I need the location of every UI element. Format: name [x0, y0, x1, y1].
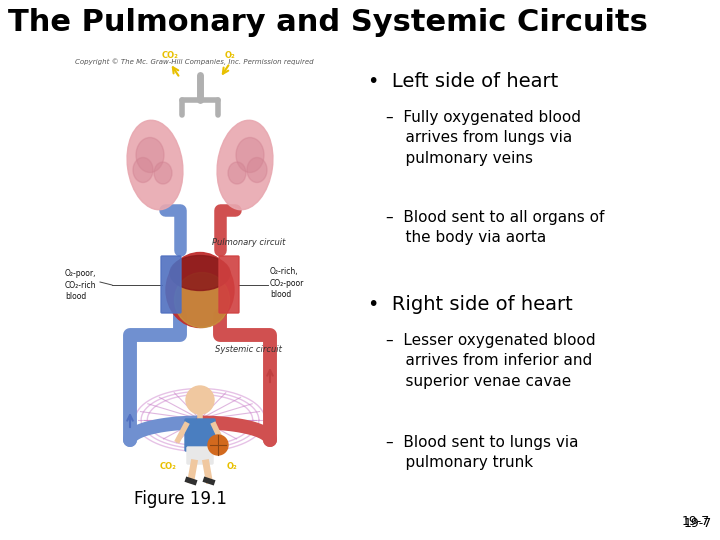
Ellipse shape [217, 120, 273, 210]
Text: 19-7: 19-7 [682, 515, 710, 528]
Text: 19-7: 19-7 [684, 517, 712, 530]
Text: Pulmonary circuit: Pulmonary circuit [212, 238, 285, 247]
Ellipse shape [133, 158, 153, 183]
Ellipse shape [170, 255, 230, 291]
Ellipse shape [127, 120, 183, 210]
Text: –  Lesser oxygenated blood
    arrives from inferior and
    superior venae cava: – Lesser oxygenated blood arrives from i… [386, 333, 595, 389]
Ellipse shape [228, 162, 246, 184]
Text: Copyright © The Mc. Graw-Hill Companies, Inc. Permission required: Copyright © The Mc. Graw-Hill Companies,… [75, 58, 314, 65]
Ellipse shape [174, 273, 230, 327]
FancyBboxPatch shape [187, 447, 213, 464]
Text: Figure 19.1: Figure 19.1 [134, 490, 226, 508]
Circle shape [186, 386, 214, 414]
Circle shape [208, 435, 228, 455]
Ellipse shape [166, 253, 234, 327]
Text: –  Blood sent to all organs of
    the body via aorta: – Blood sent to all organs of the body v… [386, 210, 604, 245]
FancyBboxPatch shape [185, 419, 215, 451]
Text: –  Blood sent to lungs via
    pulmonary trunk: – Blood sent to lungs via pulmonary trun… [386, 435, 578, 470]
Ellipse shape [154, 162, 172, 184]
Ellipse shape [236, 138, 264, 172]
Text: O₂: O₂ [225, 51, 235, 60]
Text: CO₂: CO₂ [160, 462, 176, 471]
Text: O₂-rich,
CO₂-poor
blood: O₂-rich, CO₂-poor blood [270, 267, 305, 299]
FancyBboxPatch shape [161, 256, 181, 313]
Text: O₂: O₂ [227, 462, 238, 471]
Text: The Pulmonary and Systemic Circuits: The Pulmonary and Systemic Circuits [8, 8, 648, 37]
Text: •  Left side of heart: • Left side of heart [368, 72, 558, 91]
Text: O₂-poor,
CO₂-rich
blood: O₂-poor, CO₂-rich blood [65, 269, 96, 301]
Text: Systemic circuit: Systemic circuit [215, 345, 282, 354]
Text: CO₂: CO₂ [161, 51, 179, 60]
Text: •  Right side of heart: • Right side of heart [368, 295, 572, 314]
Text: –  Fully oxygenated blood
    arrives from lungs via
    pulmonary veins: – Fully oxygenated blood arrives from lu… [386, 110, 581, 166]
Ellipse shape [136, 138, 164, 172]
FancyBboxPatch shape [219, 256, 239, 313]
Ellipse shape [247, 158, 267, 183]
